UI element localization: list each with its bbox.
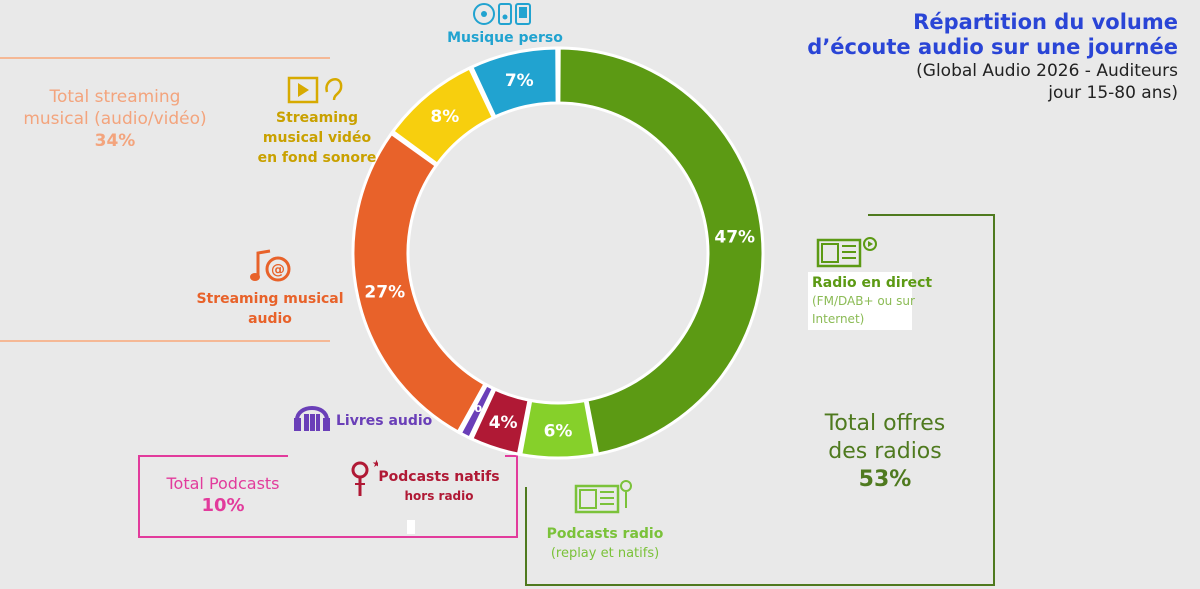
cd-phone-icon	[473, 3, 531, 25]
label-streaming-audio-line-2: audio	[248, 311, 292, 327]
svg-text:@: @	[271, 262, 285, 278]
label-streaming-video-line-2: musical vidéo	[262, 130, 372, 146]
slice-label-streaming-audio: 27%	[364, 283, 405, 303]
label-radio-direct-line-2: (FM/DAB+ ou sur	[812, 294, 915, 308]
radios-group-line-right	[993, 214, 995, 586]
total-streaming-label: Total streaming musical (audio/vidéo) 34…	[0, 86, 230, 152]
music-note-at-icon: @	[250, 249, 291, 282]
label-streaming-video: Streaming musical vidéo en fond sonore	[232, 108, 402, 168]
total-streaming-value: 34%	[94, 131, 136, 151]
radio-play-icon	[816, 237, 877, 268]
label-streaming-video-line-3: en fond sonore	[257, 150, 377, 166]
total-radios-value: 53%	[858, 467, 912, 492]
radios-group-line-left	[525, 487, 527, 586]
video-play-ear-icon	[287, 76, 343, 104]
slice-label-radio-direct: 47%	[714, 227, 755, 247]
total-podcasts-line: Total Podcasts	[166, 474, 280, 493]
subtitle-line-1: (Global Audio 2026 - Auditeurs	[916, 61, 1178, 81]
total-streaming-line-1: Total streaming	[49, 87, 181, 107]
streaming-group-line-bottom	[0, 340, 330, 342]
label-podcasts-natifs: Podcasts natifs hors radio	[374, 468, 504, 506]
radios-group-line-bottom	[525, 584, 995, 586]
donut-chart: 47%6%4%1%27%8%7%	[351, 46, 765, 460]
slice-label-podcasts-natifs: 4%	[489, 413, 518, 433]
label-livres-audio: Livres audio	[336, 413, 433, 429]
streaming-group-line-top	[0, 57, 330, 59]
total-podcasts-value: 10%	[201, 495, 245, 516]
label-radio-direct-line-3: Internet)	[812, 312, 865, 326]
label-podcasts-natifs-line-1: Podcasts natifs	[378, 469, 500, 485]
label-podcasts-radio-line-2: (replay et natifs)	[550, 546, 660, 561]
radio-icon	[574, 480, 632, 514]
white-marker	[407, 520, 415, 534]
slice-livres-audio	[458, 382, 496, 440]
radios-group-line-top	[868, 214, 994, 216]
svg-text:★: ★	[372, 459, 378, 470]
slice-podcasts-radio	[519, 398, 597, 460]
label-radio-direct-line-1: Radio en direct	[812, 275, 933, 291]
slice-musique-perso	[469, 46, 559, 119]
podcasts-group-box-top-right	[505, 455, 518, 457]
slice-streaming-video	[390, 66, 496, 167]
label-radio-direct: Radio en direct (FM/DAB+ ou sur Internet…	[808, 272, 933, 330]
label-musique-perso: Musique perso	[447, 30, 563, 46]
total-radios-label: Total offres des radios 53%	[800, 410, 970, 494]
slice-label-streaming-video: 8%	[430, 107, 459, 127]
slice-podcasts-natifs	[469, 387, 531, 456]
title-line-1: Répartition du volume	[913, 10, 1178, 34]
subtitle-line-2: jour 15-80 ans)	[1048, 83, 1178, 103]
label-streaming-audio: Streaming musical audio	[185, 289, 355, 329]
chart-title: Répartition du volume d’écoute audio sur…	[758, 10, 1178, 104]
total-radios-line-2: des radios	[828, 439, 942, 464]
slice-label-musique-perso: 7%	[505, 71, 534, 91]
label-podcasts-radio: Podcasts radio (replay et natifs)	[530, 524, 680, 564]
title-line-2: d’écoute audio sur une journée	[807, 35, 1178, 59]
slice-radio-direct	[557, 46, 765, 456]
headphones-books-icon	[294, 406, 330, 431]
label-streaming-video-line-1: Streaming	[276, 110, 358, 126]
slice-streaming-audio	[351, 131, 487, 435]
total-streaming-line-2: musical (audio/vidéo)	[23, 109, 207, 129]
total-radios-line-1: Total offres	[824, 411, 946, 436]
podcasts-group-box	[138, 455, 518, 538]
podcasts-group-box-top-left	[138, 455, 288, 457]
total-podcasts-label: Total Podcasts 10%	[148, 473, 298, 517]
label-streaming-audio-line-1: Streaming musical	[196, 291, 344, 307]
slice-label-podcasts-radio: 6%	[544, 422, 573, 442]
microphone-icon: ★	[351, 459, 378, 496]
label-podcasts-natifs-line-2: hors radio	[404, 489, 474, 503]
label-podcasts-radio-line-1: Podcasts radio	[546, 526, 664, 542]
